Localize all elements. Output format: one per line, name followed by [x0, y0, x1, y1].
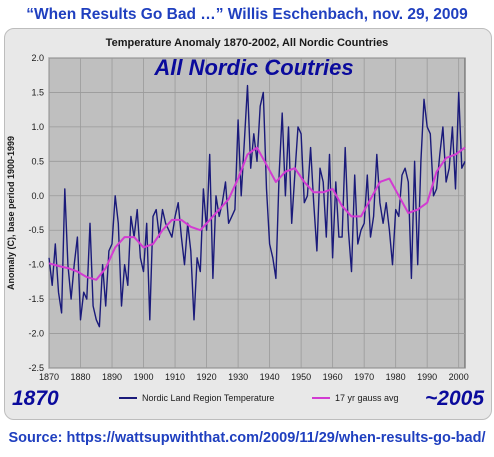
y-axis-label: Anomaly (C), base period 1900-1999	[6, 136, 16, 290]
x-tick-label: 1920	[197, 372, 217, 382]
overlay-title: All Nordic Coutries	[153, 55, 353, 80]
end-year-label: ~2005	[425, 387, 484, 410]
x-tick-label: 1990	[417, 372, 437, 382]
x-tick-label: 1900	[134, 372, 154, 382]
x-tick-label: 1890	[102, 372, 122, 382]
x-tick-label: 1930	[228, 372, 248, 382]
x-tick-label: 1970	[354, 372, 374, 382]
x-tick-label: 1870	[39, 372, 59, 382]
x-axis-ticks: 1870 1880 1890 1900 1910 1920 1930 1940 1950 1960…	[39, 372, 469, 382]
y-tick-label: 0.5	[31, 156, 44, 166]
series-line-gauss-avg	[48, 146, 466, 281]
top-caption: “When Results Go Bad …” Willis Eschenbac…	[26, 6, 468, 23]
x-tick-label: 1880	[70, 372, 90, 382]
legend-label: 17 yr gauss avg	[335, 393, 399, 403]
y-tick-label: -0.5	[28, 225, 44, 235]
x-tick-label: 1940	[260, 372, 280, 382]
series-layer	[48, 84, 466, 328]
x-tick-label: 2000	[449, 372, 469, 382]
x-tick-label: 1910	[165, 372, 185, 382]
chart-title: Temperature Anomaly 1870-2002, All Nordi…	[106, 37, 389, 49]
start-year-label: 1870	[12, 387, 59, 410]
y-tick-label: -2.0	[28, 329, 44, 339]
y-tick-label: 1.5	[31, 87, 44, 97]
y-tick-label: 1.0	[31, 122, 44, 132]
legend-item-gauss-avg: 17 yr gauss avg	[312, 393, 399, 403]
x-tick-label: 1960	[323, 372, 343, 382]
y-tick-label: 0.0	[31, 191, 44, 201]
y-tick-label: -1.0	[28, 260, 44, 270]
y-axis-ticks: 2.0 1.5 1.0 0.5 0.0 -0.5 -1.0 -1.5 -2.0 -2.5	[28, 53, 44, 373]
plot-area	[48, 57, 466, 369]
y-tick-label: -2.5	[28, 363, 44, 373]
legend-item-nordic-temperature: Nordic Land Region Temperature	[119, 393, 274, 403]
x-tick-label: 1980	[386, 372, 406, 382]
legend: Nordic Land Region Temperature 17 yr gaus…	[119, 393, 399, 403]
series-line-nordic-temperature	[48, 84, 466, 328]
legend-label: Nordic Land Region Temperature	[142, 393, 274, 403]
y-tick-label: -1.5	[28, 294, 44, 304]
source-link[interactable]: Source: https://wattsupwiththat.com/2009…	[8, 430, 486, 446]
y-tick-label: 2.0	[31, 53, 44, 63]
x-tick-label: 1950	[291, 372, 311, 382]
